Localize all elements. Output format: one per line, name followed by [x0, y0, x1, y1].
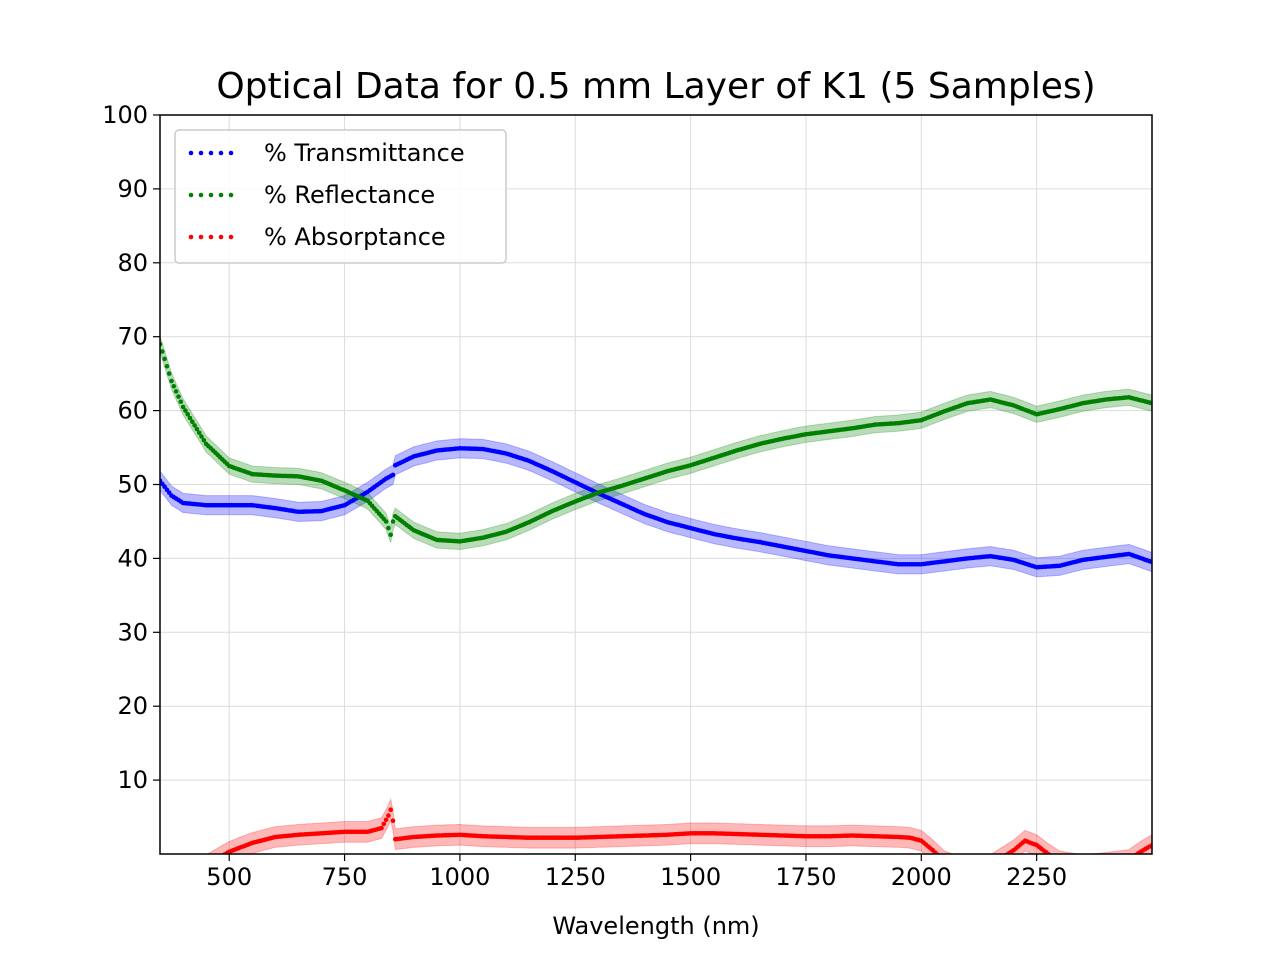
data-point: [164, 364, 170, 369]
legend-marker: [198, 234, 204, 240]
x-tick-label: 1250: [545, 863, 606, 891]
data-point: [180, 404, 186, 410]
series-1: [160, 341, 1152, 544]
data-point: [196, 430, 202, 436]
legend-entry-1: % Reflectance: [188, 181, 435, 209]
data-point: [185, 412, 190, 417]
x-tick-label: 1500: [660, 863, 721, 891]
y-tick-label: 100: [102, 101, 148, 129]
legend-entry-0: % Transmittance: [188, 139, 465, 167]
chart-title: Optical Data for 0.5 mm Layer of K1 (5 S…: [216, 66, 1095, 107]
legend-box: [174, 129, 507, 264]
data-point: [383, 817, 389, 823]
series-0: [160, 446, 1152, 570]
data-point: [190, 419, 195, 425]
x-tick-label: 500: [206, 863, 252, 891]
y-tick-label: 20: [117, 692, 148, 720]
data-point: [199, 434, 204, 439]
series-2: [220, 807, 1152, 854]
data-point: [390, 818, 396, 823]
data-point: [379, 825, 384, 831]
y-tick-label: 40: [117, 544, 148, 572]
data-point: [171, 383, 177, 389]
data-point: [388, 532, 394, 538]
legend-marker: [208, 150, 214, 156]
x-tick-label: 1750: [775, 863, 836, 891]
legend: % Transmittance % Reflectance % Absorptanc…: [174, 129, 507, 264]
x-tick-label: 750: [322, 863, 368, 891]
y-tick-label: 80: [117, 249, 148, 277]
legend-marker: [228, 192, 234, 198]
x-tick-label: 2000: [891, 863, 952, 891]
x-tick-label: 1000: [429, 863, 490, 891]
data-point: [173, 389, 179, 394]
band-1: [160, 335, 1152, 551]
legend-marker: [218, 234, 224, 240]
data-point: [183, 408, 188, 413]
data-point: [386, 813, 391, 818]
data-point: [160, 349, 165, 354]
legend-marker: [228, 150, 234, 156]
legend-label: % Transmittance: [264, 139, 465, 167]
series-points: [160, 341, 1152, 854]
data-point: [201, 437, 207, 443]
x-tick-label: 2250: [1006, 863, 1067, 891]
data-point: [176, 394, 181, 399]
data-point: [169, 378, 174, 384]
y-tick-label: 70: [117, 323, 148, 351]
legend-marker: [218, 192, 224, 198]
y-tick-label: 50: [117, 471, 148, 499]
data-point: [383, 519, 389, 524]
y-tick-label: 10: [117, 766, 148, 794]
legend-marker: [188, 150, 194, 156]
data-point: [187, 415, 193, 421]
legend-marker: [228, 234, 234, 240]
y-tick-label: 60: [117, 397, 148, 425]
legend-marker: [188, 192, 194, 198]
legend-marker: [208, 192, 214, 198]
y-axis-ticks: 10 20 30 40 50 60 70 80 90 100: [102, 101, 160, 794]
x-axis-label: Wavelength (nm): [552, 912, 759, 940]
data-point: [390, 519, 396, 524]
y-tick-label: 90: [117, 175, 148, 203]
band-0: [160, 438, 1152, 578]
legend-entry-2: % Absorptance: [188, 223, 446, 251]
data-point: [166, 371, 172, 376]
data-point: [381, 821, 387, 827]
x-axis-ticks: 500 750 1000 1250 1500 1750 2000 2250: [206, 854, 1067, 891]
legend-marker: [198, 192, 204, 198]
legend-marker: [198, 150, 204, 156]
data-point: [162, 356, 167, 362]
legend-marker: [208, 234, 214, 240]
legend-label: % Reflectance: [264, 181, 435, 209]
legend-marker: [218, 150, 224, 156]
legend-marker: [188, 234, 194, 240]
y-tick-label: 30: [117, 618, 148, 646]
legend-label: % Absorptance: [264, 223, 446, 251]
data-point: [194, 426, 200, 432]
data-point: [390, 472, 396, 478]
data-point: [386, 525, 391, 531]
data-point: [388, 807, 394, 812]
data-point: [178, 399, 184, 405]
data-point: [192, 423, 197, 428]
